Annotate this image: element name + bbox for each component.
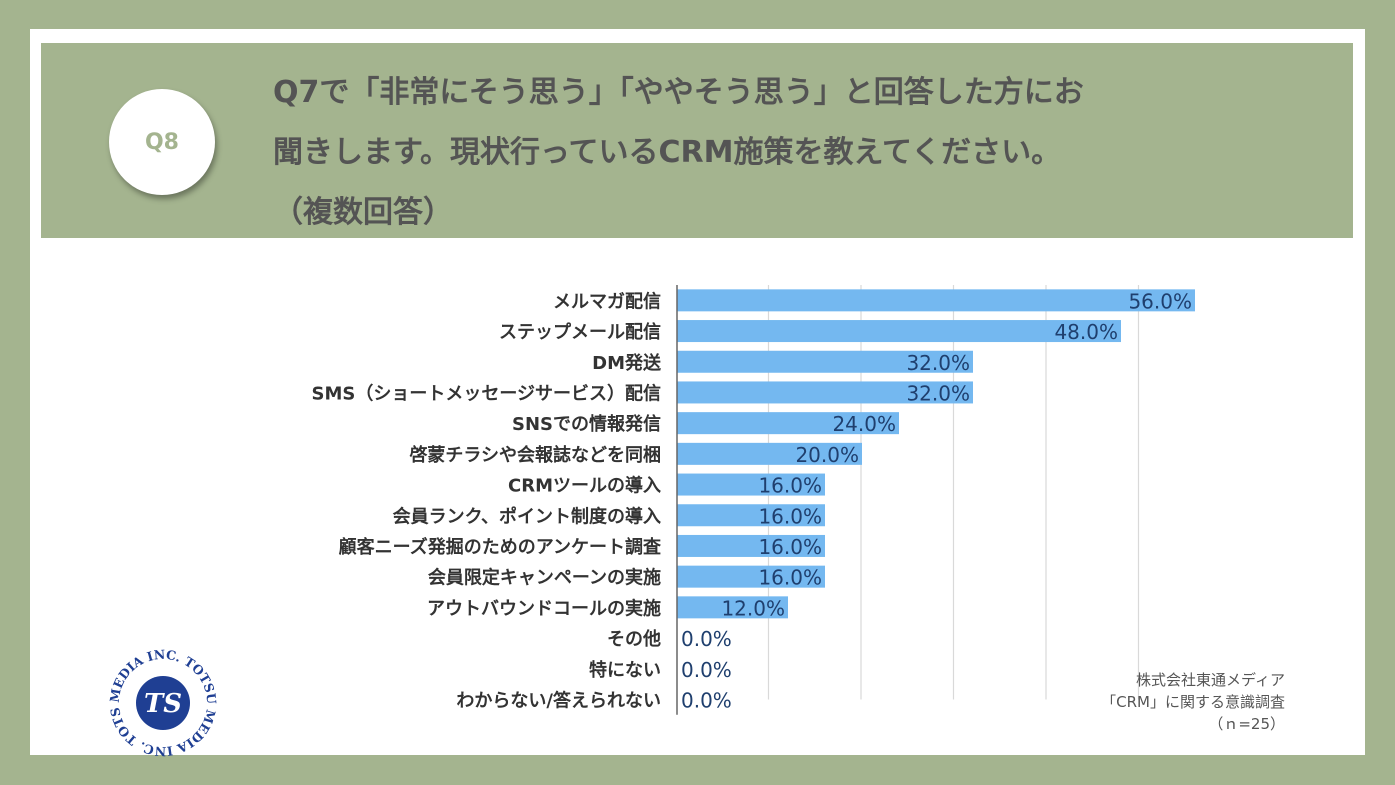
bar bbox=[677, 350, 973, 373]
bar bbox=[677, 504, 825, 527]
category-label: 会員限定キャンペーンの実施 bbox=[428, 567, 661, 589]
value-label: 0.0% bbox=[681, 658, 732, 682]
category-label: CRMツールの導入 bbox=[508, 475, 661, 497]
source-survey: 「CRM」に関する意識調査 bbox=[1101, 693, 1285, 711]
bar bbox=[677, 320, 1121, 343]
bar bbox=[677, 473, 825, 496]
question-line-2: 聞きします。現状行っているCRM施策を教えてください。 bbox=[273, 135, 1062, 170]
category-label: わからない/答えられない bbox=[456, 689, 661, 711]
bar bbox=[677, 596, 788, 619]
value-label: 0.0% bbox=[681, 688, 732, 712]
slide: Q8 Q7で「非常にそう思う」「ややそう思う」と回答した方にお 聞きします。現状… bbox=[30, 29, 1365, 758]
value-label: 16.0% bbox=[758, 535, 822, 559]
value-label: 16.0% bbox=[758, 566, 822, 590]
bar bbox=[677, 412, 899, 435]
value-label: 16.0% bbox=[758, 504, 822, 528]
category-label: 啓蒙チラシや会報誌などを同梱 bbox=[409, 444, 661, 466]
source-company: 株式会社東通メディア bbox=[1136, 671, 1285, 689]
category-label: SMS（ショートメッセージサービス）配信 bbox=[312, 382, 661, 404]
category-label: ステップメール配信 bbox=[499, 321, 661, 343]
bar bbox=[677, 534, 825, 557]
value-label: 20.0% bbox=[795, 443, 859, 467]
value-label: 12.0% bbox=[721, 596, 785, 620]
value-label: 0.0% bbox=[681, 627, 732, 651]
category-label: DM発送 bbox=[592, 352, 662, 374]
source-note: 株式会社東通メディア 「CRM」に関する意識調査 （ｎ=25） bbox=[1101, 669, 1285, 735]
source-sample-size: （ｎ=25） bbox=[1208, 715, 1285, 733]
value-label: 24.0% bbox=[832, 412, 896, 436]
category-label: メルマガ配信 bbox=[553, 290, 661, 312]
bar bbox=[677, 442, 862, 465]
value-label: 56.0% bbox=[1128, 289, 1192, 313]
category-label: その他 bbox=[607, 628, 661, 650]
category-label: 顧客ニーズ発掘のためのアンケート調査 bbox=[339, 536, 661, 558]
bar bbox=[677, 289, 1195, 312]
bar bbox=[677, 381, 973, 404]
bar bbox=[677, 565, 825, 588]
category-label: 特にない bbox=[589, 659, 661, 681]
category-label: アウトバウンドコールの実施 bbox=[427, 597, 661, 619]
question-number-badge: Q8 bbox=[109, 89, 215, 195]
value-label: 32.0% bbox=[906, 381, 970, 405]
bar-chart: メルマガ配信 56.0% ステップメール配信 48.0% DM発送 32.0% SMS（ショ… bbox=[312, 285, 1195, 715]
category-label: SNSでの情報発信 bbox=[512, 413, 661, 435]
company-logo: MEDIA INC. TOTSU MEDIA INC. TOTSU TS bbox=[108, 648, 218, 758]
question-number: Q8 bbox=[144, 129, 179, 155]
question-line-3: （複数回答） bbox=[273, 195, 453, 230]
question-line-1: Q7で「非常にそう思う」「ややそう思う」と回答した方にお bbox=[273, 75, 1084, 110]
value-label: 32.0% bbox=[906, 351, 970, 375]
question-header: Q8 Q7で「非常にそう思う」「ややそう思う」と回答した方にお 聞きします。現状… bbox=[41, 43, 1353, 238]
category-label: 会員ランク、ポイント制度の導入 bbox=[393, 505, 661, 527]
question-text: Q7で「非常にそう思う」「ややそう思う」と回答した方にお 聞きします。現状行って… bbox=[273, 63, 1333, 243]
value-label: 16.0% bbox=[758, 474, 822, 498]
value-label: 48.0% bbox=[1054, 320, 1118, 344]
logo-mark: TS bbox=[144, 689, 182, 719]
